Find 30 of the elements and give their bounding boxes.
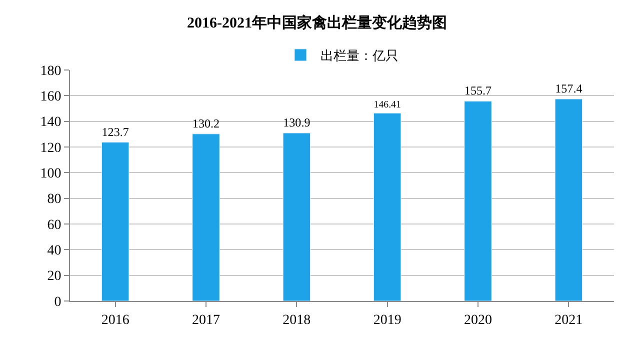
y-tick-label: 140: [40, 115, 62, 130]
x-tick-label: 2020: [464, 312, 492, 328]
legend-label: 出栏量：亿只: [320, 48, 398, 64]
y-tick-label: 0: [54, 294, 62, 310]
x-tick-label: 2017: [192, 312, 220, 328]
y-tick-label: 80: [47, 192, 62, 208]
x-tick-label: 2019: [373, 312, 402, 328]
bar: [464, 100, 492, 301]
bar: [101, 142, 130, 301]
bar: [373, 112, 402, 301]
bar: [554, 98, 583, 301]
y-tick-label: 40: [47, 244, 62, 259]
x-tick-label: 2021: [554, 312, 583, 328]
x-tick-label: 2016: [101, 312, 130, 328]
text: 130.9: [283, 116, 310, 130]
y-tick-label: 20: [47, 269, 62, 284]
bar: [282, 132, 311, 301]
text: 146.41: [374, 99, 401, 110]
text: 157.4: [555, 82, 582, 96]
y-tick-label: 100: [40, 166, 62, 182]
text: 123.7: [102, 124, 129, 139]
bar: [192, 134, 220, 301]
x-tick-label: 2018: [282, 312, 311, 328]
y-tick-label: 120: [40, 140, 62, 156]
y-tick-label: 180: [40, 64, 62, 79]
text: 130.2: [192, 116, 220, 130]
y-tick-label: 160: [40, 90, 62, 105]
chart-title: 2016-2021年中国家禽出栏量变化趋势图: [187, 14, 447, 32]
y-tick-label: 60: [47, 218, 62, 233]
text: 155.7: [464, 84, 492, 98]
